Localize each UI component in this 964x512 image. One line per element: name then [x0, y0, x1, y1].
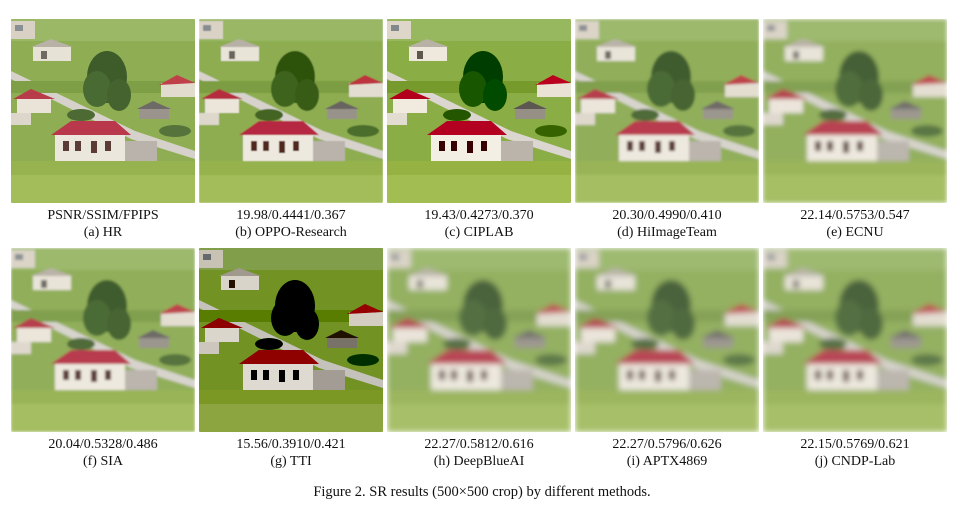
sr-result-image — [199, 19, 383, 203]
method-label: (i) APTX4869 — [626, 454, 708, 469]
method-label: (e) ECNU — [826, 225, 884, 240]
method-label: (a) HR — [83, 225, 123, 240]
sr-result-image — [11, 248, 195, 432]
metric-text: 22.27/0.5812/0.616 — [424, 437, 534, 452]
metric-text: 15.56/0.3910/0.421 — [236, 437, 346, 452]
method-label: (d) HiImageTeam — [617, 225, 717, 240]
sr-result-image — [199, 248, 383, 432]
sr-result-image — [575, 19, 759, 203]
result-panel: 15.56/0.3910/0.421 (g) TTI — [199, 248, 383, 470]
metric-text: 19.43/0.4273/0.370 — [424, 208, 534, 223]
metric-text: 22.14/0.5753/0.547 — [800, 208, 910, 223]
method-label: (f) SIA — [82, 454, 124, 469]
result-panel: 19.43/0.4273/0.370 (c) CIPLAB — [387, 19, 571, 241]
sr-result-image — [387, 248, 571, 432]
metric-text: 19.98/0.4441/0.367 — [236, 208, 346, 223]
sr-result-image — [11, 19, 195, 203]
result-panel: 19.98/0.4441/0.367 (b) OPPO-Research — [199, 19, 383, 241]
sr-result-image — [763, 19, 947, 203]
method-label: (h) DeepBlueAI — [433, 454, 525, 469]
metric-text: PSNR/SSIM/FPIPS — [47, 208, 159, 223]
method-label: (g) TTI — [270, 454, 312, 469]
method-label: (j) CNDP-Lab — [814, 454, 896, 469]
result-panel: PSNR/SSIM/FPIPS (a) HR — [11, 19, 195, 241]
figure-caption: Figure 2. SR results (500×500 crop) by d… — [313, 484, 651, 500]
sr-result-image — [387, 19, 571, 203]
result-panel: 22.14/0.5753/0.547 (e) ECNU — [763, 19, 947, 241]
metric-text: 20.30/0.4990/0.410 — [612, 208, 722, 223]
method-label: (b) OPPO-Research — [235, 225, 347, 240]
method-label: (c) CIPLAB — [444, 225, 514, 240]
result-panel: 22.27/0.5796/0.626 (i) APTX4869 — [575, 248, 759, 470]
metric-text: 20.04/0.5328/0.486 — [48, 437, 158, 452]
result-panel: 22.27/0.5812/0.616 (h) DeepBlueAI — [387, 248, 571, 470]
sr-result-image — [763, 248, 947, 432]
metric-text: 22.27/0.5796/0.626 — [612, 437, 722, 452]
result-panel: 20.30/0.4990/0.410 (d) HiImageTeam — [575, 19, 759, 241]
sr-result-image — [575, 248, 759, 432]
result-panel: 22.15/0.5769/0.621 (j) CNDP-Lab — [763, 248, 947, 470]
metric-text: 22.15/0.5769/0.621 — [800, 437, 910, 452]
result-panel: 20.04/0.5328/0.486 (f) SIA — [11, 248, 195, 470]
